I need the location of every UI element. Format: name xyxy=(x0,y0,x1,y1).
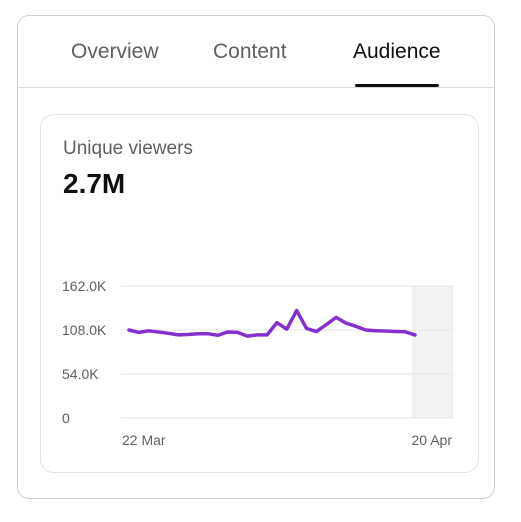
selected-tab-indicator xyxy=(355,84,439,87)
today-highlight-band xyxy=(412,286,453,418)
unique-viewers-chart[interactable]: 162.0K 108.0K 54.0K 0 22 Mar 20 Apr xyxy=(41,115,478,472)
metric-card: Unique viewers 2.7M 162.0K 108.0K 54.0K 0 22… xyxy=(40,114,479,473)
x-tick-label: 20 Apr xyxy=(412,432,453,448)
y-tick-label: 54.0K xyxy=(62,366,99,382)
tab-audience[interactable]: Audience xyxy=(353,40,441,63)
y-tick-label: 162.0K xyxy=(62,278,107,294)
tab-bar: Overview Content Audience xyxy=(18,16,494,88)
tab-overview[interactable]: Overview xyxy=(71,40,159,63)
metric-value: 2.7M xyxy=(63,168,126,199)
metric-label: Unique viewers xyxy=(63,138,193,159)
x-tick-label: 22 Mar xyxy=(122,432,166,448)
series-line xyxy=(127,308,417,338)
y-tick-label: 0 xyxy=(62,410,70,426)
y-tick-label: 108.0K xyxy=(62,322,107,338)
tab-content[interactable]: Content xyxy=(213,40,287,63)
audience-card: Overview Content Audience Unique viewers… xyxy=(17,15,495,499)
